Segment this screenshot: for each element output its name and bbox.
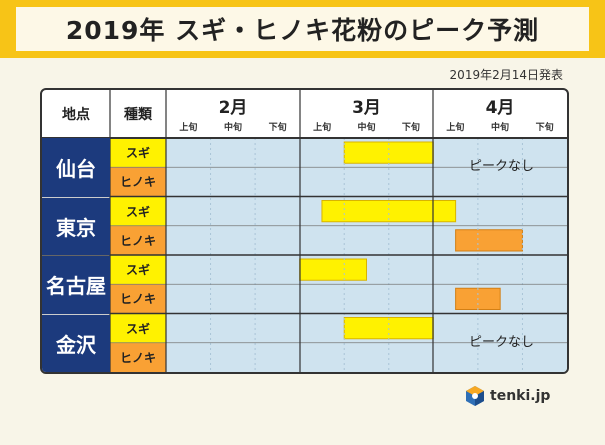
header-type: 種類 — [124, 107, 152, 123]
type-cell-bg — [110, 284, 166, 314]
logo-text: tenki.jp — [490, 388, 551, 404]
type-label: スギ — [125, 204, 150, 219]
peak-bar — [299, 258, 367, 281]
type-label: ヒノキ — [119, 350, 156, 365]
period-label: 下旬 — [535, 122, 554, 133]
period-label: 下旬 — [268, 122, 287, 133]
peak-bar — [455, 229, 523, 252]
location-label: 仙台 — [42, 138, 110, 197]
location-label: 金沢 — [42, 314, 110, 372]
type-label: ヒノキ — [119, 175, 156, 190]
peak-bar — [321, 200, 457, 223]
no-peak-label: ピークなし — [468, 334, 534, 350]
period-label: 中旬 — [357, 122, 376, 133]
type-cell-bg — [110, 225, 166, 255]
type-label: ヒノキ — [119, 233, 156, 248]
period-label: 下旬 — [401, 122, 420, 133]
tenki-logo-icon — [466, 386, 484, 406]
type-cell-bg — [110, 313, 166, 343]
type-cell-bg — [110, 342, 166, 372]
period-label: 上旬 — [179, 122, 198, 133]
date-note: 2019年2月14日発表 — [449, 68, 563, 82]
period-label: 上旬 — [446, 122, 465, 133]
month-label: 4月 — [485, 97, 515, 118]
type-cell-bg — [110, 255, 166, 285]
type-label: スギ — [125, 321, 150, 336]
period-label: 中旬 — [490, 122, 509, 133]
tenki-logo: tenki.jp — [464, 385, 550, 407]
no-peak-label: ピークなし — [468, 159, 534, 175]
title-bar: 2019年 スギ・ヒノキ花粉のピーク予測 — [0, 0, 605, 58]
period-label: 中旬 — [223, 122, 242, 133]
header-location: 地点 — [62, 107, 90, 123]
type-cell-bg — [110, 138, 166, 168]
type-cell-bg — [110, 167, 166, 197]
period-label: 上旬 — [313, 122, 332, 133]
type-label: スギ — [125, 146, 150, 161]
month-label: 3月 — [352, 97, 381, 118]
chart-canvas — [42, 90, 567, 372]
type-cell-bg — [110, 196, 166, 226]
page-title: 2019年 スギ・ヒノキ花粉のピーク予測 — [16, 7, 589, 51]
location-label: 名古屋 — [42, 256, 110, 314]
month-label: 2月 — [218, 97, 248, 118]
type-label: スギ — [125, 263, 150, 278]
location-label: 東京 — [42, 197, 110, 255]
peak-bar — [343, 141, 434, 164]
type-label: ヒノキ — [119, 292, 156, 307]
peak-chart: 地点 種類 2月上旬 中旬 下旬 3月上旬 中旬 下旬 4月上旬 中旬 下旬 仙台 東京 名古屋 金沢… — [40, 88, 569, 374]
